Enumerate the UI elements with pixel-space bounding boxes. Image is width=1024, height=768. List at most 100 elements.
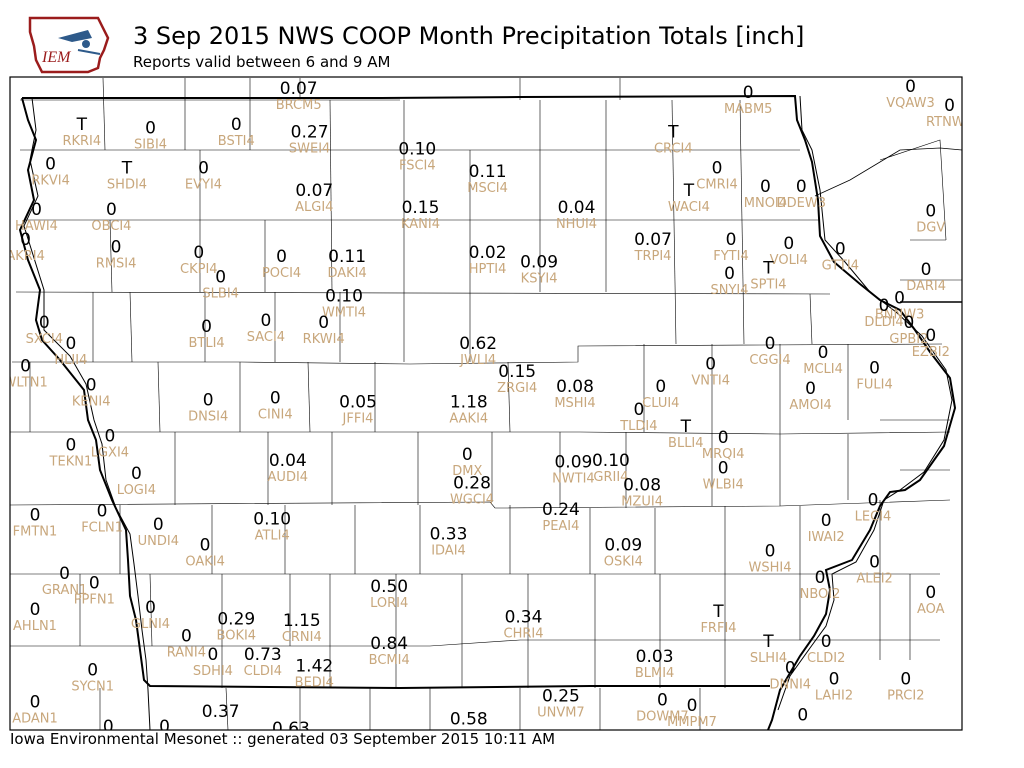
station-id: GTTI4 <box>822 258 859 273</box>
station-id: WMTI4 <box>322 306 366 321</box>
station-value: 0 <box>655 377 666 397</box>
station-value: 0.33 <box>430 524 468 544</box>
station-id: SACI4 <box>247 330 285 345</box>
station-id: TEKN1 <box>49 455 93 470</box>
station-id: RANI4 <box>167 645 206 660</box>
station-value: 0 <box>743 83 754 103</box>
station-value: T <box>667 122 679 142</box>
station-id: FYTI4 <box>713 249 748 264</box>
station-value: 0 <box>718 428 729 448</box>
station-id: GLNI4 <box>131 617 170 632</box>
station-id: VNTI4 <box>691 374 730 389</box>
station-id: AOA <box>917 602 945 617</box>
station-id: SWEI4 <box>289 141 330 156</box>
station-value: T <box>680 417 692 437</box>
station-id: SDHI4 <box>193 664 233 679</box>
wisconsin-border <box>814 147 962 197</box>
station-id: DOWM7 <box>636 710 689 725</box>
station-value: 0 <box>104 426 115 446</box>
station-value: T <box>121 158 133 178</box>
station-value: 0 <box>821 511 832 531</box>
iowa-state-border <box>18 94 957 730</box>
station-id: ZRGI4 <box>497 381 537 396</box>
station-id: AAKI4 <box>449 411 488 426</box>
station-id: POCI4 <box>262 266 301 281</box>
station-value: 0 <box>30 506 41 526</box>
station-id: RKVI4 <box>31 174 70 189</box>
station-value: 0 <box>783 234 794 254</box>
station-value: 0.11 <box>469 162 507 182</box>
station-id: FCLN1 <box>81 521 123 536</box>
station-value: T <box>712 602 724 622</box>
station-value: 0.11 <box>328 247 366 267</box>
station-value: 0 <box>270 389 281 409</box>
station-value: 0.62 <box>459 334 497 354</box>
station-id: JWLI4 <box>459 353 496 368</box>
station-value: 0 <box>201 317 212 337</box>
station-value: 0.07 <box>280 79 318 99</box>
station-id: EZBI2 <box>912 345 950 360</box>
station-value: 0 <box>59 564 70 584</box>
station-value: 0.29 <box>217 609 255 629</box>
station-value: 0 <box>868 490 879 510</box>
station-value: 0 <box>65 436 76 456</box>
station-value: 0 <box>181 626 192 646</box>
station-value: 0.27 <box>291 122 329 142</box>
station-value: 0 <box>30 692 41 712</box>
station-id: BOKI4 <box>217 628 257 643</box>
station-id: VQAW3 <box>886 96 934 111</box>
station-id: HAWI4 <box>15 219 58 234</box>
station-id: CRCI4 <box>654 141 693 156</box>
station-value: 0 <box>785 658 796 678</box>
station-value: 0 <box>31 200 42 220</box>
logo-text: IEM <box>41 49 72 66</box>
station-value: 0 <box>805 379 816 399</box>
station-value: 0.07 <box>295 181 333 201</box>
station-id: GRAN1 <box>42 583 87 598</box>
station-id: BLLI4 <box>668 436 704 451</box>
station-id: AKRI4 <box>6 249 45 264</box>
station-value: 0 <box>712 158 723 178</box>
station-value: 0 <box>89 574 100 594</box>
station-id: FULI4 <box>856 377 892 392</box>
station-id: FMTN1 <box>13 525 58 540</box>
station-value: 0 <box>215 268 226 288</box>
station-id: WSHI4 <box>749 560 792 575</box>
station-value: 0.10 <box>398 139 436 159</box>
station-value: 0.09 <box>520 253 558 273</box>
station-value: 0.73 <box>244 645 282 665</box>
station-id: DDEW3 <box>777 196 826 211</box>
station-value: 0.37 <box>202 702 240 722</box>
station-id: NHUI4 <box>556 217 597 232</box>
station-id: AUDI4 <box>268 470 309 485</box>
station-value: 0 <box>86 375 97 395</box>
station-value: 0.25 <box>542 687 580 707</box>
station-id: OSKI4 <box>604 555 643 570</box>
station-value: 0 <box>765 334 776 354</box>
station-value: 0 <box>657 691 668 711</box>
station-id: AMOI4 <box>789 398 831 413</box>
station-value: 0 <box>894 289 905 309</box>
station-value: 0.08 <box>556 377 594 397</box>
station-value: 0.10 <box>325 287 363 307</box>
station-id: CLDI2 <box>807 651 845 666</box>
station-value: 1.15 <box>283 611 321 631</box>
station-value: 0 <box>869 553 880 573</box>
station-value: 0 <box>925 202 936 222</box>
station-id: MSHI4 <box>554 396 595 411</box>
station-value: 0 <box>30 600 41 620</box>
station-value: 0 <box>796 177 807 197</box>
station-id: LORI4 <box>370 596 408 611</box>
station-value: 0 <box>724 264 735 284</box>
station-value: 0 <box>879 296 890 316</box>
station-value: 0 <box>87 660 98 680</box>
station-value: 0 <box>145 119 156 139</box>
station-id: BCMI4 <box>369 653 410 668</box>
station-id: FRFI4 <box>700 621 736 636</box>
station-id: MMPM7 <box>667 715 717 730</box>
station-id: MRQI4 <box>702 447 745 462</box>
station-id: SPTI4 <box>750 277 786 292</box>
station-value: 0.04 <box>269 451 307 471</box>
